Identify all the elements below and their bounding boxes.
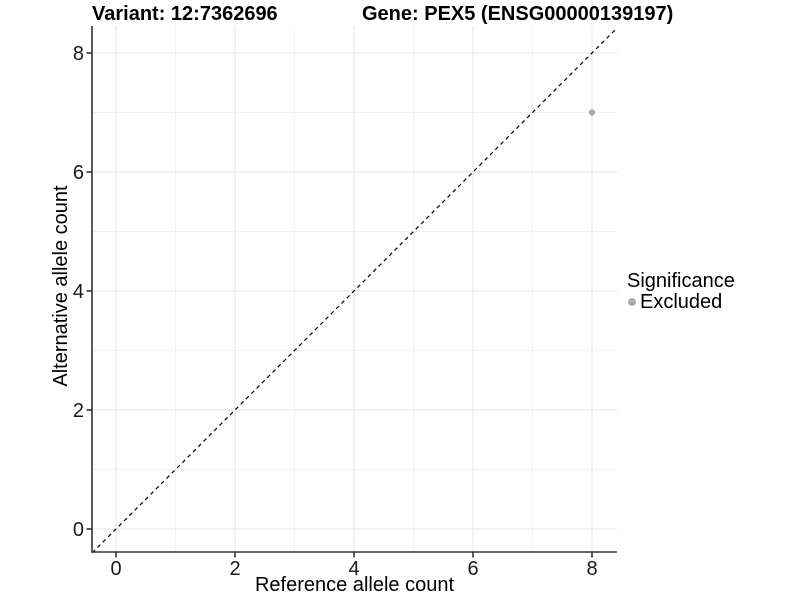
x-tick-label: 0 — [110, 558, 121, 580]
legend-item-excluded: Excluded — [627, 292, 735, 312]
y-tick-label: 0 — [73, 519, 84, 541]
legend: Significance Excluded — [627, 271, 735, 312]
data-point[interactable] — [588, 109, 596, 116]
identity-line — [92, 28, 617, 552]
legend-item-label: Excluded — [640, 291, 723, 313]
plot-title-variant: Variant: 12:7362696 — [92, 3, 278, 25]
y-tick-label: 6 — [73, 162, 84, 184]
y-tick-label: 8 — [73, 43, 84, 65]
x-tick-label: 8 — [586, 558, 597, 580]
legend-point-icon — [628, 298, 636, 306]
x-tick-label: 4 — [348, 558, 359, 580]
x-tick-label: 6 — [467, 558, 478, 580]
x-tick-label: 2 — [229, 558, 240, 580]
y-tick-label: 4 — [73, 281, 84, 303]
legend-title: Significance — [627, 270, 735, 292]
x-axis-title: Reference allele count — [254, 574, 454, 596]
y-tick-label: 2 — [73, 400, 84, 422]
plot-title-gene: Gene: PEX5 (ENSG00000139197) — [362, 3, 674, 25]
